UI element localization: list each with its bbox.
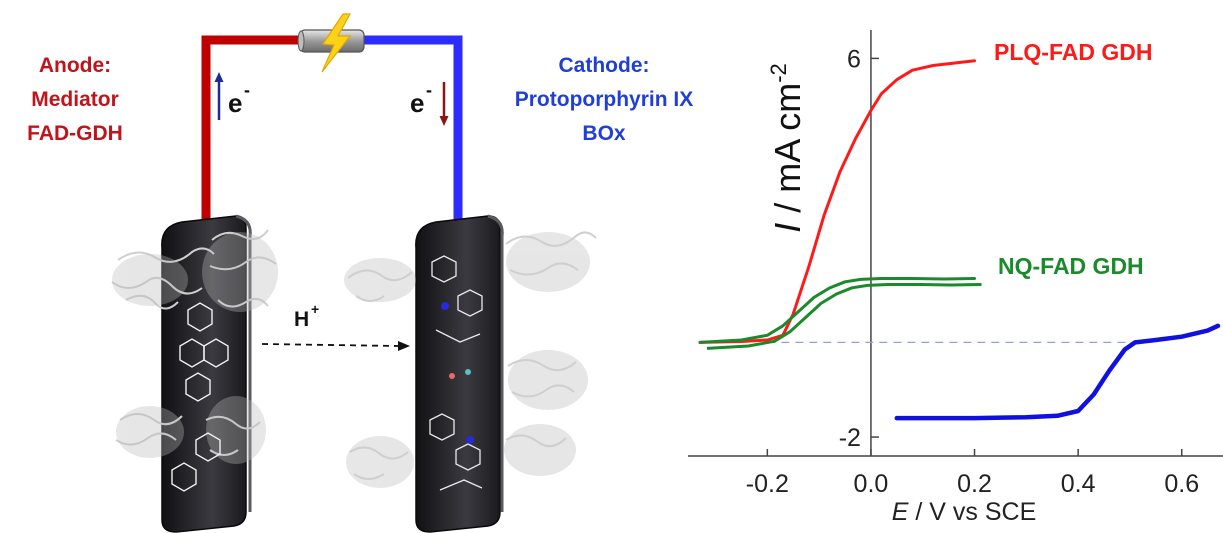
cathode-enzyme-cluster <box>347 231 597 480</box>
anode-mediator-label: Mediator <box>31 88 119 111</box>
anode-wire <box>201 35 300 248</box>
y-axis-title: I / mA cm-2 <box>766 63 808 233</box>
legend-plq-fad-gdh: PLQ-FAD GDH <box>994 39 1152 65</box>
legend-nq-fad-gdh: NQ-FAD GDH <box>998 253 1144 279</box>
proton-label: H <box>294 308 309 331</box>
y-tick-label: -2 <box>839 424 861 452</box>
anode-enzyme-cluster <box>111 229 277 456</box>
x-axis-title: E / V vs SCE <box>892 498 1037 526</box>
cathode-electrode <box>415 214 504 533</box>
plq-fad-gdh-curve <box>698 59 976 344</box>
y-axis-title-exponent: -2 <box>766 63 791 83</box>
nq-fad-gdh-return-sweep <box>706 283 982 350</box>
heme-centers <box>441 302 474 444</box>
cell-schematic: Anode: Mediator FAD-GDH Cathode: Protopo… <box>27 13 694 533</box>
cathode-title: Cathode: <box>559 54 650 77</box>
x-axis-title-unit: / V vs SCE <box>908 498 1036 526</box>
proton-charge: + <box>311 301 319 317</box>
cathode-electron-charge: - <box>426 80 432 100</box>
cathode-bod-curve <box>894 323 1221 421</box>
voltammogram-chart: -0.2 0.0 0.2 0.4 0.6 -2 6 PLQ-FAD GDH NQ-FAD … <box>688 30 1223 526</box>
anode-title: Anode: <box>39 54 111 77</box>
cathode-wire <box>364 35 463 240</box>
x-tick-label: 0.2 <box>957 470 992 498</box>
anode-electrode <box>161 214 252 533</box>
x-tick-label: 0.4 <box>1061 470 1096 498</box>
cathode-enzyme-label: BOx <box>582 122 626 145</box>
x-tick-label: 0.0 <box>854 470 889 498</box>
x-axis-ticks: -0.2 0.0 0.2 0.4 0.6 <box>746 449 1199 498</box>
cathode-protoporphyrin-label: Protoporphyrin IX <box>515 88 694 111</box>
cathode-electron-label: e <box>410 88 424 118</box>
y-axis-title-unit: / mA cm <box>767 83 808 223</box>
cathode-enzyme-shading <box>344 232 590 488</box>
y-tick-label: 6 <box>847 45 861 73</box>
series-layer <box>698 59 1221 421</box>
proton-transfer-arrow-icon <box>261 341 410 351</box>
protoporphyrin-molecules <box>429 255 483 491</box>
x-axis-title-symbol: E <box>892 498 909 526</box>
electron-up-arrow-icon <box>214 72 224 120</box>
anode-electron-label: e <box>228 88 242 118</box>
electron-down-arrow-icon <box>439 82 449 126</box>
anode-enzyme-label: FAD-GDH <box>27 122 123 145</box>
y-axis-ticks: -2 6 <box>839 45 879 452</box>
anode-electron-charge: - <box>244 80 250 100</box>
lightning-bolt-icon <box>321 13 352 73</box>
x-tick-label: 0.6 <box>1164 470 1199 498</box>
nq-fad-gdh-curve <box>698 277 976 344</box>
mediator-molecules <box>171 302 229 492</box>
x-tick-label: -0.2 <box>746 470 789 498</box>
anode-enzyme-cluster-shading <box>112 232 278 464</box>
y-axis-title-symbol: I <box>767 223 808 233</box>
